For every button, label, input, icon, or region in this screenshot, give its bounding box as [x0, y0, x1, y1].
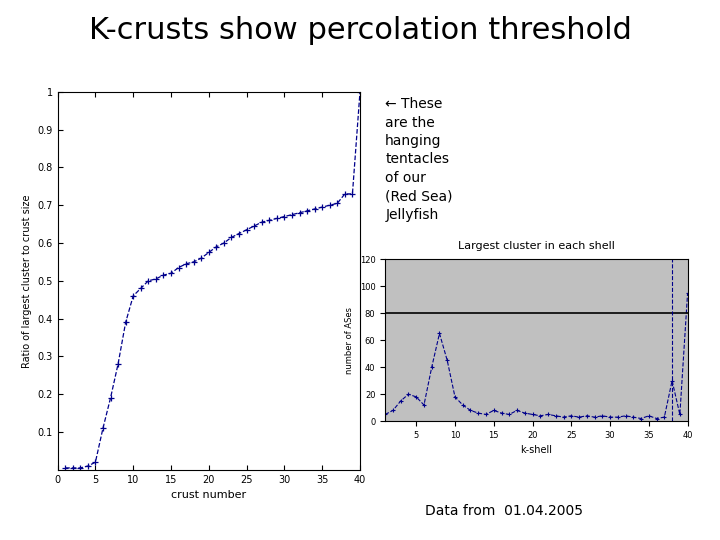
Text: ← These
are the
hanging
tentacles
of our
(Red Sea)
Jellyfish: ← These are the hanging tentacles of our… [385, 97, 453, 221]
X-axis label: crust number: crust number [171, 490, 246, 500]
Text: K-crusts show percolation threshold: K-crusts show percolation threshold [89, 16, 631, 45]
X-axis label: k-shell: k-shell [521, 446, 552, 455]
Y-axis label: number of ASes: number of ASes [345, 307, 354, 374]
Text: Data from  01.04.2005: Data from 01.04.2005 [425, 504, 583, 518]
Text: Largest cluster in each shell: Largest cluster in each shell [458, 241, 615, 251]
Y-axis label: Ratio of largest cluster to crust size: Ratio of largest cluster to crust size [22, 194, 32, 368]
